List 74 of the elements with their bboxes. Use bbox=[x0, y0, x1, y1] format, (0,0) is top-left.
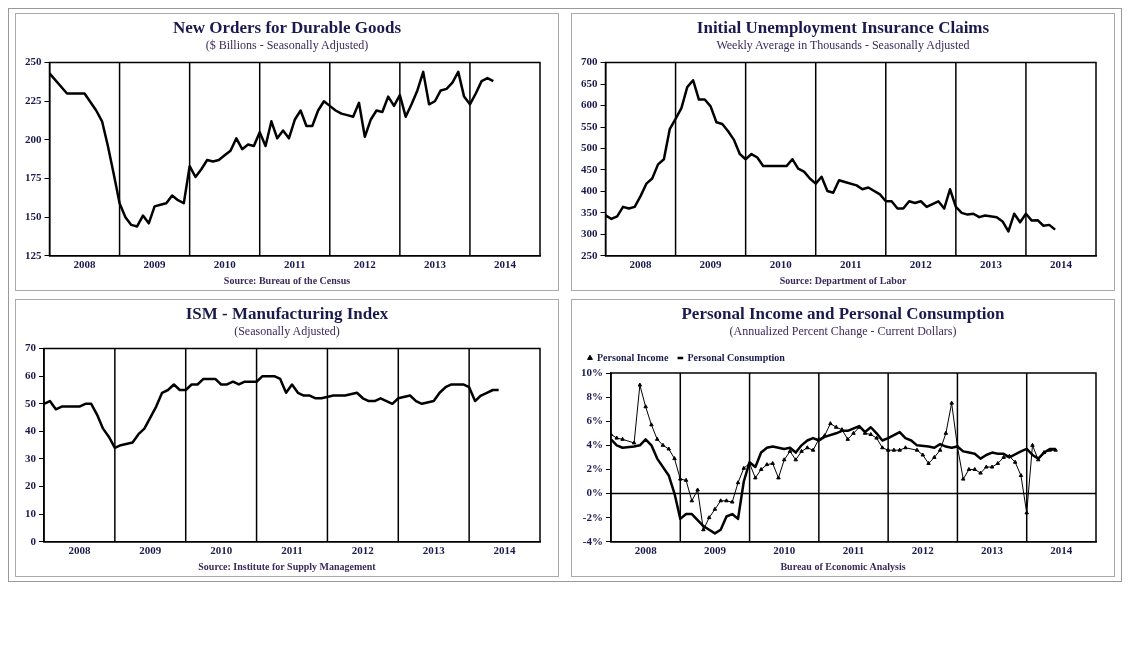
y-tick-label: 450 bbox=[581, 162, 598, 175]
x-tick-label: 2011 bbox=[842, 544, 865, 557]
source-note: Source: Department of Labor bbox=[778, 275, 908, 286]
x-tick-label: 2012 bbox=[911, 544, 935, 557]
x-tick-label: 2014 bbox=[493, 544, 517, 557]
chart-title: Personal Income and Personal Consumption bbox=[680, 304, 1006, 324]
x-tick-label: 2011 bbox=[281, 544, 303, 557]
x-tick-label: 2009 bbox=[139, 544, 162, 557]
x-tick-label: 2011 bbox=[840, 258, 862, 271]
chart-title: ISM - Manufacturing Index bbox=[184, 304, 390, 324]
x-tick-label: 2008 bbox=[73, 258, 97, 271]
text: Bureau of Economic Analysis bbox=[779, 561, 907, 572]
x-tick-label: 2013 bbox=[981, 544, 1004, 557]
x-tick-label: 2011 bbox=[284, 258, 306, 271]
y-tick-label: 250 bbox=[25, 55, 42, 68]
chart-subtitle: ($ Billions - Seasonally Adjusted) bbox=[204, 38, 370, 53]
x-tick-label: 2014 bbox=[1049, 258, 1073, 271]
x-tick-label: 2013 bbox=[423, 258, 447, 271]
x-tick-label: 2010 bbox=[773, 544, 796, 557]
x-tick-label: 2013 bbox=[979, 258, 1003, 271]
y-tick-label: -2% bbox=[582, 510, 603, 523]
x-tick-label: 2010 bbox=[769, 258, 793, 271]
y-tick-label: 350 bbox=[581, 205, 598, 218]
x-tick-label: 2010 bbox=[210, 544, 233, 557]
source-note: Source: Bureau of the Census bbox=[222, 275, 352, 286]
y-tick-label: 500 bbox=[581, 141, 598, 154]
y-tick-label: 300 bbox=[581, 227, 598, 240]
chart-subtitle: (Annualized Percent Change - Current Dollars) bbox=[728, 324, 958, 339]
y-tick-label: 550 bbox=[581, 119, 598, 132]
y-tick-label: 0% bbox=[586, 486, 603, 499]
chart-title: New Orders for Durable Goods bbox=[171, 18, 403, 38]
y-tick-label: 8% bbox=[586, 389, 603, 402]
y-tick-label: 250 bbox=[581, 248, 598, 261]
y-tick-label: 225 bbox=[25, 94, 42, 107]
y-tick-label: 10% bbox=[581, 365, 603, 378]
y-tick-label: 175 bbox=[25, 171, 42, 184]
y-tick-label: 40 bbox=[25, 424, 37, 437]
y-tick-label: 50 bbox=[25, 396, 37, 409]
x-tick-label: 2012 bbox=[353, 258, 377, 271]
x-tick-label: 2009 bbox=[703, 544, 727, 557]
x-tick-label: 2012 bbox=[909, 258, 933, 271]
y-tick-label: 6% bbox=[586, 414, 603, 427]
x-tick-label: 2008 bbox=[629, 258, 653, 271]
x-tick-label: 2009 bbox=[699, 258, 723, 271]
x-tick-label: 2008 bbox=[68, 544, 91, 557]
y-tick-label: 600 bbox=[581, 98, 598, 111]
y-tick-label: 150 bbox=[25, 210, 42, 222]
y-tick-label: 400 bbox=[581, 184, 598, 197]
source-note: Source: Institute for Supply Management bbox=[197, 561, 377, 572]
y-tick-label: 60 bbox=[25, 369, 37, 382]
y-tick-label: 125 bbox=[25, 248, 42, 261]
legend-label: Personal Consumption bbox=[687, 351, 786, 363]
y-tick-label: 30 bbox=[25, 451, 37, 464]
chart-subtitle: Weekly Average in Thousands - Seasonally Adjusted bbox=[715, 38, 971, 53]
x-tick-label: 2010 bbox=[213, 258, 237, 271]
legend-label: Personal Income bbox=[597, 351, 669, 363]
x-tick-label: 2012 bbox=[351, 544, 375, 557]
y-tick-label: 10 bbox=[25, 507, 37, 520]
x-tick-label: 2014 bbox=[1050, 544, 1073, 557]
x-tick-label: 2009 bbox=[143, 258, 167, 271]
x-tick-label: 2014 bbox=[493, 258, 517, 271]
y-tick-label: 2% bbox=[586, 462, 603, 475]
y-tick-label: 20 bbox=[25, 479, 37, 492]
y-tick-label: 700 bbox=[581, 55, 598, 68]
x-tick-label: 2008 bbox=[634, 544, 658, 557]
chart-subtitle: (Seasonally Adjusted) bbox=[233, 324, 341, 339]
y-tick-label: -4% bbox=[582, 534, 603, 547]
y-tick-label: 200 bbox=[25, 132, 42, 145]
x-tick-label: 2013 bbox=[422, 544, 446, 557]
chart-title: Initial Unemployment Insurance Claims bbox=[695, 18, 991, 38]
y-tick-label: 0 bbox=[30, 534, 37, 547]
y-tick-label: 4% bbox=[586, 438, 603, 451]
y-tick-label: 650 bbox=[581, 76, 598, 89]
y-tick-label: 70 bbox=[25, 341, 37, 354]
